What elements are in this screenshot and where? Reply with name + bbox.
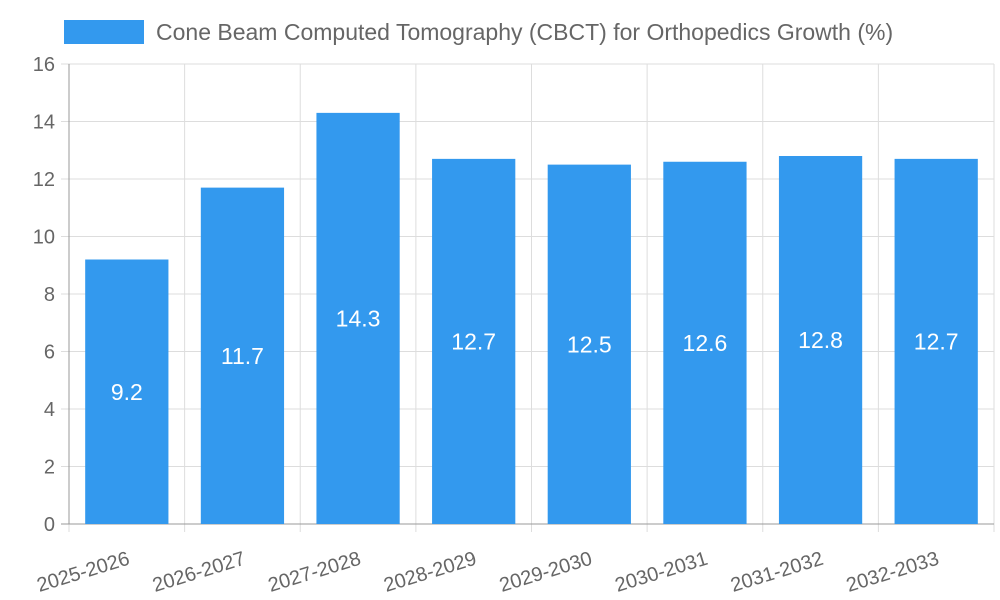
bar-2028-2029[interactable] xyxy=(432,158,516,524)
x-tick-label: 2026-2027 xyxy=(150,548,248,597)
y-axis-ticks: 0 2 4 6 8 10 12 14 16 xyxy=(33,54,69,536)
x-tick-label: 2025-2026 xyxy=(34,548,132,597)
y-tick-label: 10 xyxy=(33,227,55,249)
x-tick-label: 2030-2031 xyxy=(612,548,710,597)
legend-label: Cone Beam Computed Tomography (CBCT) for… xyxy=(156,19,893,45)
data-label: 14.3 xyxy=(336,305,381,331)
data-label: 12.8 xyxy=(798,327,843,353)
legend-swatch xyxy=(64,20,144,44)
y-tick-label: 4 xyxy=(44,399,55,421)
y-tick-label: 16 xyxy=(33,54,55,76)
y-tick-label: 8 xyxy=(44,284,55,306)
data-label: 12.5 xyxy=(567,331,612,357)
data-label: 11.7 xyxy=(221,343,264,369)
x-tick-label: 2031-2032 xyxy=(728,548,826,597)
data-label: 12.7 xyxy=(914,328,959,354)
bars xyxy=(85,112,978,525)
data-label: 12.6 xyxy=(683,330,728,356)
y-tick-label: 6 xyxy=(44,342,55,364)
x-tick-label: 2027-2028 xyxy=(266,548,364,597)
x-tick-label: 2028-2029 xyxy=(381,548,479,597)
y-tick-label: 0 xyxy=(44,514,55,536)
bar-2031-2032[interactable] xyxy=(778,156,863,524)
data-label: 12.7 xyxy=(451,328,496,354)
y-tick-label: 14 xyxy=(33,112,55,134)
y-tick-label: 2 xyxy=(44,457,55,479)
x-tick-label: 2032-2033 xyxy=(844,548,942,597)
x-tick-label: 2029-2030 xyxy=(497,548,595,597)
bar-2032-2033[interactable] xyxy=(894,158,978,524)
data-label: 9.2 xyxy=(111,379,143,405)
bar-2027-2028[interactable] xyxy=(316,112,400,524)
bar-2029-2030[interactable] xyxy=(547,164,631,524)
data-labels: 9.2 11.7 14.3 12.7 12.5 12.6 12.8 12.7 xyxy=(111,305,959,404)
bar-2026-2027[interactable] xyxy=(200,187,285,524)
bar-2030-2031[interactable] xyxy=(663,161,747,524)
bar-2025-2026[interactable] xyxy=(85,259,169,525)
legend[interactable]: Cone Beam Computed Tomography (CBCT) for… xyxy=(64,19,893,45)
y-tick-label: 12 xyxy=(33,169,55,191)
x-axis-ticks: 2025-2026 2026-2027 2027-2028 2028-2029 2029… xyxy=(34,548,941,597)
